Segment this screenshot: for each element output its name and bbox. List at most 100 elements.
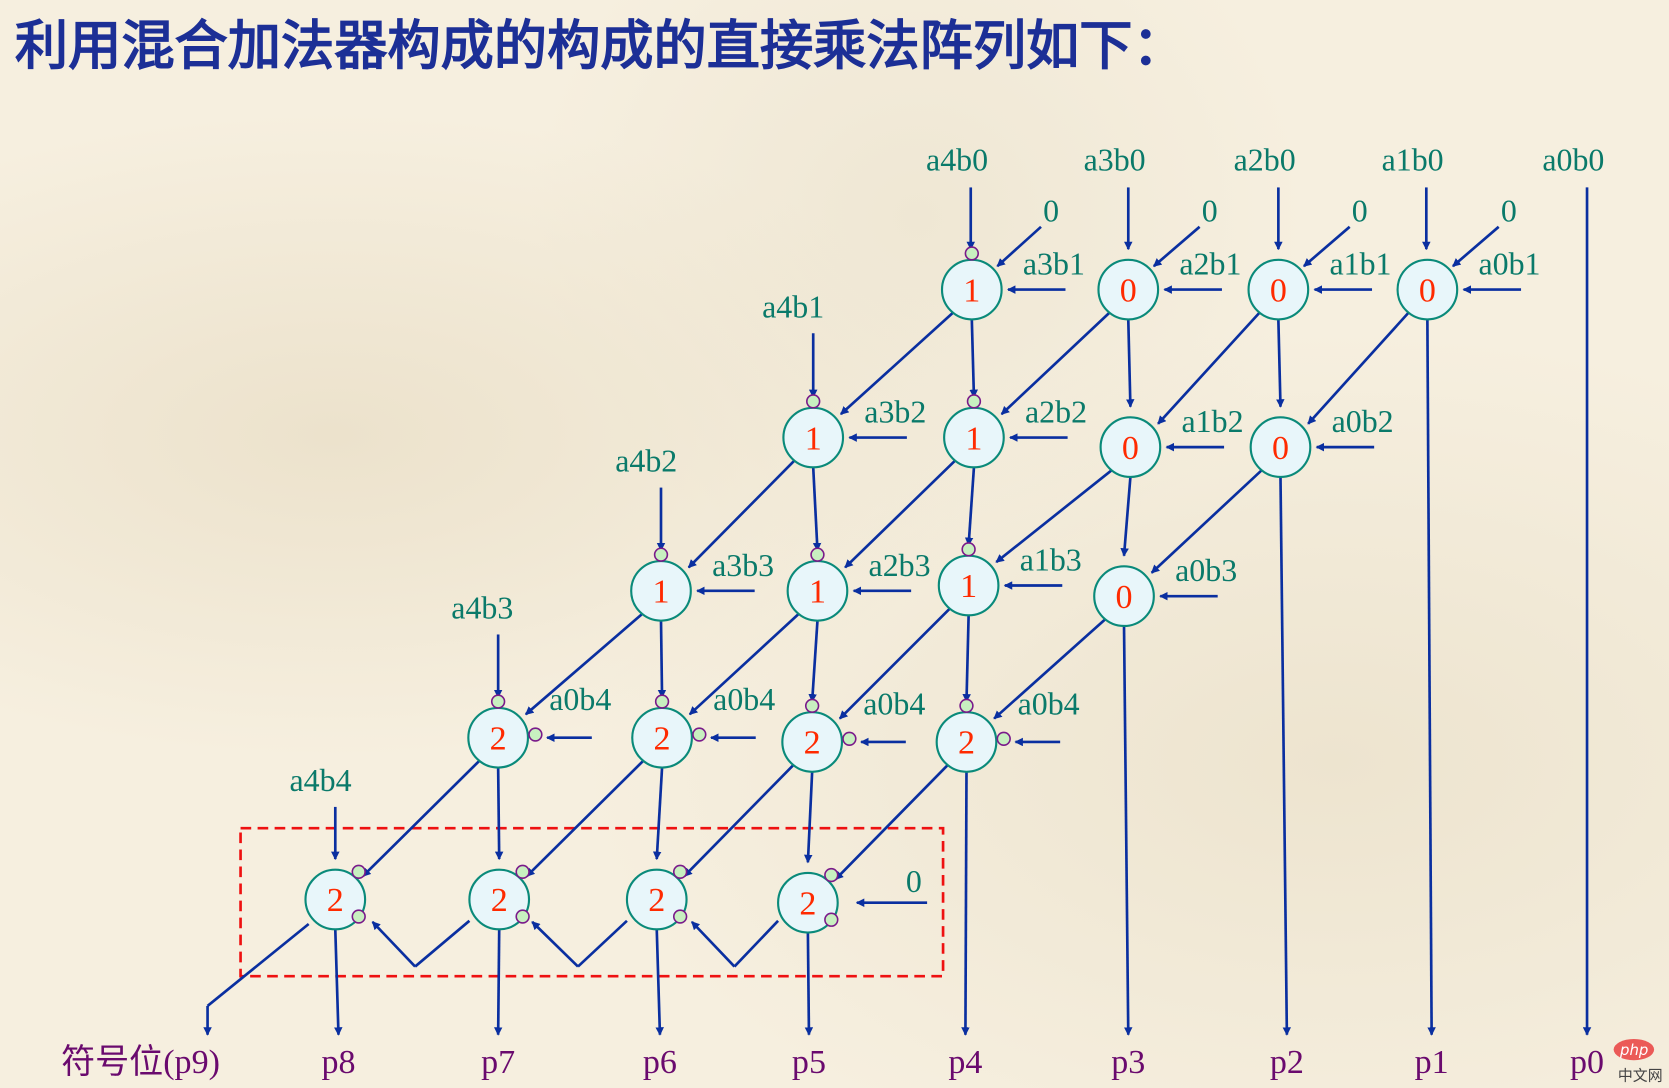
sum-arrow <box>962 615 971 703</box>
inverter-bubble <box>351 909 366 924</box>
sum-arrow <box>1276 319 1285 408</box>
top-input-label: a0b0 <box>1542 142 1604 177</box>
output-label: p7 <box>481 1044 515 1081</box>
inverter-bubble <box>964 246 979 261</box>
inverter-bubble <box>351 864 366 880</box>
sum-arrow <box>657 620 667 699</box>
adder-node: 1 <box>940 258 1003 321</box>
carry-arrow <box>683 764 794 878</box>
carry-arrow <box>687 460 795 569</box>
adder-value: 0 <box>1116 579 1133 616</box>
carry-in-zero: 0 <box>1352 193 1368 228</box>
adder-value: 2 <box>648 882 665 919</box>
watermark: php 中文网 <box>1613 1038 1663 1084</box>
adder-value: 1 <box>652 574 669 611</box>
adder-value: 0 <box>1122 430 1139 467</box>
sum-arrow <box>808 620 819 703</box>
adder-node: 0 <box>1396 258 1459 321</box>
inverter-bubble <box>966 394 982 409</box>
adder-circle <box>304 868 367 931</box>
adder-node: 2 <box>467 706 530 769</box>
side-input-label: a2b2 <box>1025 395 1087 430</box>
inverter-bubble <box>490 694 506 709</box>
output-label: p0 <box>1570 1044 1604 1081</box>
carry-in-zero: 0 <box>1501 193 1517 228</box>
carry-in-zero: 0 <box>1202 193 1218 228</box>
left-input-label: a4b4 <box>290 763 352 798</box>
top-input-label: a2b0 <box>1234 142 1296 177</box>
inverter-bubble <box>996 731 1011 746</box>
output-label: p2 <box>1270 1044 1304 1081</box>
sum-arrow <box>1125 319 1135 408</box>
inverter-bubble <box>515 864 530 880</box>
side-input-label: a0b1 <box>1478 247 1540 282</box>
carry-arrow <box>839 312 954 416</box>
sum-arrow <box>652 767 664 861</box>
sum-arrow <box>803 771 814 864</box>
inverter-bubble <box>959 698 974 713</box>
adder-value: 0 <box>1270 272 1287 309</box>
adder-value: 2 <box>490 720 507 757</box>
side-input-label: a0b2 <box>1332 404 1394 439</box>
inverter-bubble <box>653 547 669 562</box>
adder-value: 2 <box>958 725 975 762</box>
carry-line <box>206 922 310 1007</box>
adder-value: 2 <box>804 725 821 762</box>
sum-arrow <box>494 767 504 861</box>
carry-arrow <box>993 618 1106 720</box>
adder-node: 0 <box>1097 258 1160 321</box>
inverter-bubble <box>692 727 707 742</box>
carry-chain-line <box>733 919 780 968</box>
adder-value: 1 <box>805 420 822 457</box>
inverter-bubble <box>824 867 839 883</box>
output-label: 符号位(p9) <box>61 1043 220 1081</box>
output-arrow <box>333 929 343 1036</box>
left-input-label: a4b2 <box>615 444 677 479</box>
carry-arrow <box>1307 312 1410 425</box>
adder-node: 2 <box>304 868 367 931</box>
adder-node: 2 <box>468 868 531 931</box>
side-input-label: a3b2 <box>864 395 926 430</box>
carry-chain-arrow <box>531 920 579 968</box>
adder-node: 0 <box>1093 565 1155 628</box>
left-input-label: a4b1 <box>762 289 824 324</box>
side-input-label: a0b4 <box>863 686 925 721</box>
adder-node: 2 <box>781 711 844 773</box>
output-label: p1 <box>1415 1044 1449 1081</box>
side-input-label: a0b4 <box>713 682 775 717</box>
sum-arrow <box>969 319 978 399</box>
adder-node: 2 <box>777 871 839 934</box>
adder-value: 1 <box>965 420 982 457</box>
carry-in-arrow <box>1452 225 1500 268</box>
carry-arrow <box>524 613 643 716</box>
adder-circle <box>468 868 531 931</box>
output-arrow <box>1426 319 1436 1036</box>
adder-value: 1 <box>809 574 826 611</box>
side-input-label: a2b3 <box>869 548 931 583</box>
adder-value: 0 <box>1272 430 1289 467</box>
left-input-label: a4b3 <box>451 591 513 626</box>
carry-chain-line <box>577 919 628 968</box>
output-arrow <box>804 932 814 1036</box>
carry-arrow <box>688 613 800 716</box>
adder-circle <box>1097 258 1160 321</box>
side-input-label: a1b1 <box>1329 247 1391 282</box>
side-input-label: a1b2 <box>1181 404 1243 439</box>
output-label: p5 <box>792 1044 826 1081</box>
inverter-bubble <box>515 909 530 924</box>
carry-chain-arrow <box>371 920 417 968</box>
watermark-logo: php <box>1619 1041 1648 1059</box>
output-arrow <box>1122 625 1133 1036</box>
adder-node: 0 <box>1099 416 1162 479</box>
adder-value: 2 <box>491 882 508 919</box>
adder-node: 1 <box>943 406 1005 469</box>
output-label: p3 <box>1111 1044 1145 1081</box>
inverter-bubble <box>810 547 825 562</box>
output-arrow <box>1279 476 1292 1036</box>
carry-arrow <box>525 760 644 878</box>
carry-chain-arrow <box>690 920 736 968</box>
adder-value: 2 <box>327 882 344 919</box>
carry-in-zero: 0 <box>1043 193 1059 228</box>
page-title: 利用混合加法器构成的构成的直接乘法阵列如下： <box>15 15 1186 77</box>
carry-in-arrow <box>996 225 1042 268</box>
